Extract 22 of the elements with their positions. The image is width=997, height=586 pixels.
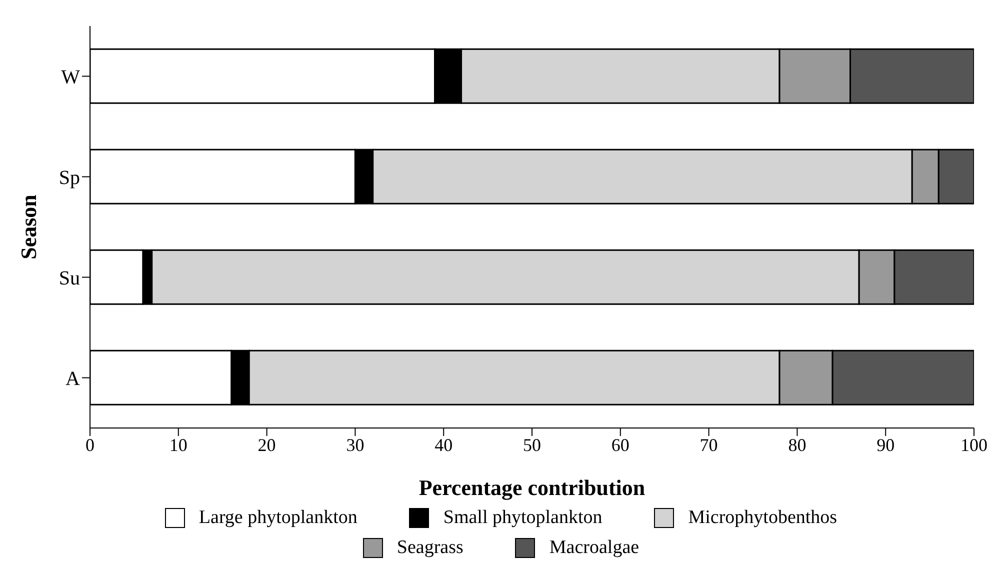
legend-label: Microphytobenthos [688, 507, 838, 529]
x-tick-label: 80 [788, 434, 806, 455]
x-tick-label: 40 [434, 434, 453, 455]
x-tick-label: 70 [700, 434, 718, 455]
x-tick-label: 100 [960, 434, 988, 455]
x-tick-label: 0 [86, 434, 94, 455]
x-tick-label: 50 [523, 434, 541, 455]
legend-label: Large phytoplankton [198, 507, 358, 529]
legend-label: Macroalgae [549, 537, 640, 559]
x-tick-label: 30 [346, 434, 364, 455]
y-tick-label: W [61, 66, 80, 88]
y-tick-label: Su [58, 267, 80, 290]
legend-label: Small phytoplankton [443, 507, 602, 529]
x-tick-label: 60 [611, 434, 630, 455]
x-tick-label: 20 [258, 434, 276, 455]
x-axis-title: Percentage contribution [418, 475, 646, 500]
legend-label: Seagrass [396, 537, 464, 559]
y-tick-label: Sp [58, 166, 80, 189]
y-axis-title: Season [16, 194, 41, 260]
x-tick-label: 90 [876, 434, 895, 455]
x-tick-label: 10 [169, 434, 188, 455]
y-tick-label: A [66, 368, 81, 390]
